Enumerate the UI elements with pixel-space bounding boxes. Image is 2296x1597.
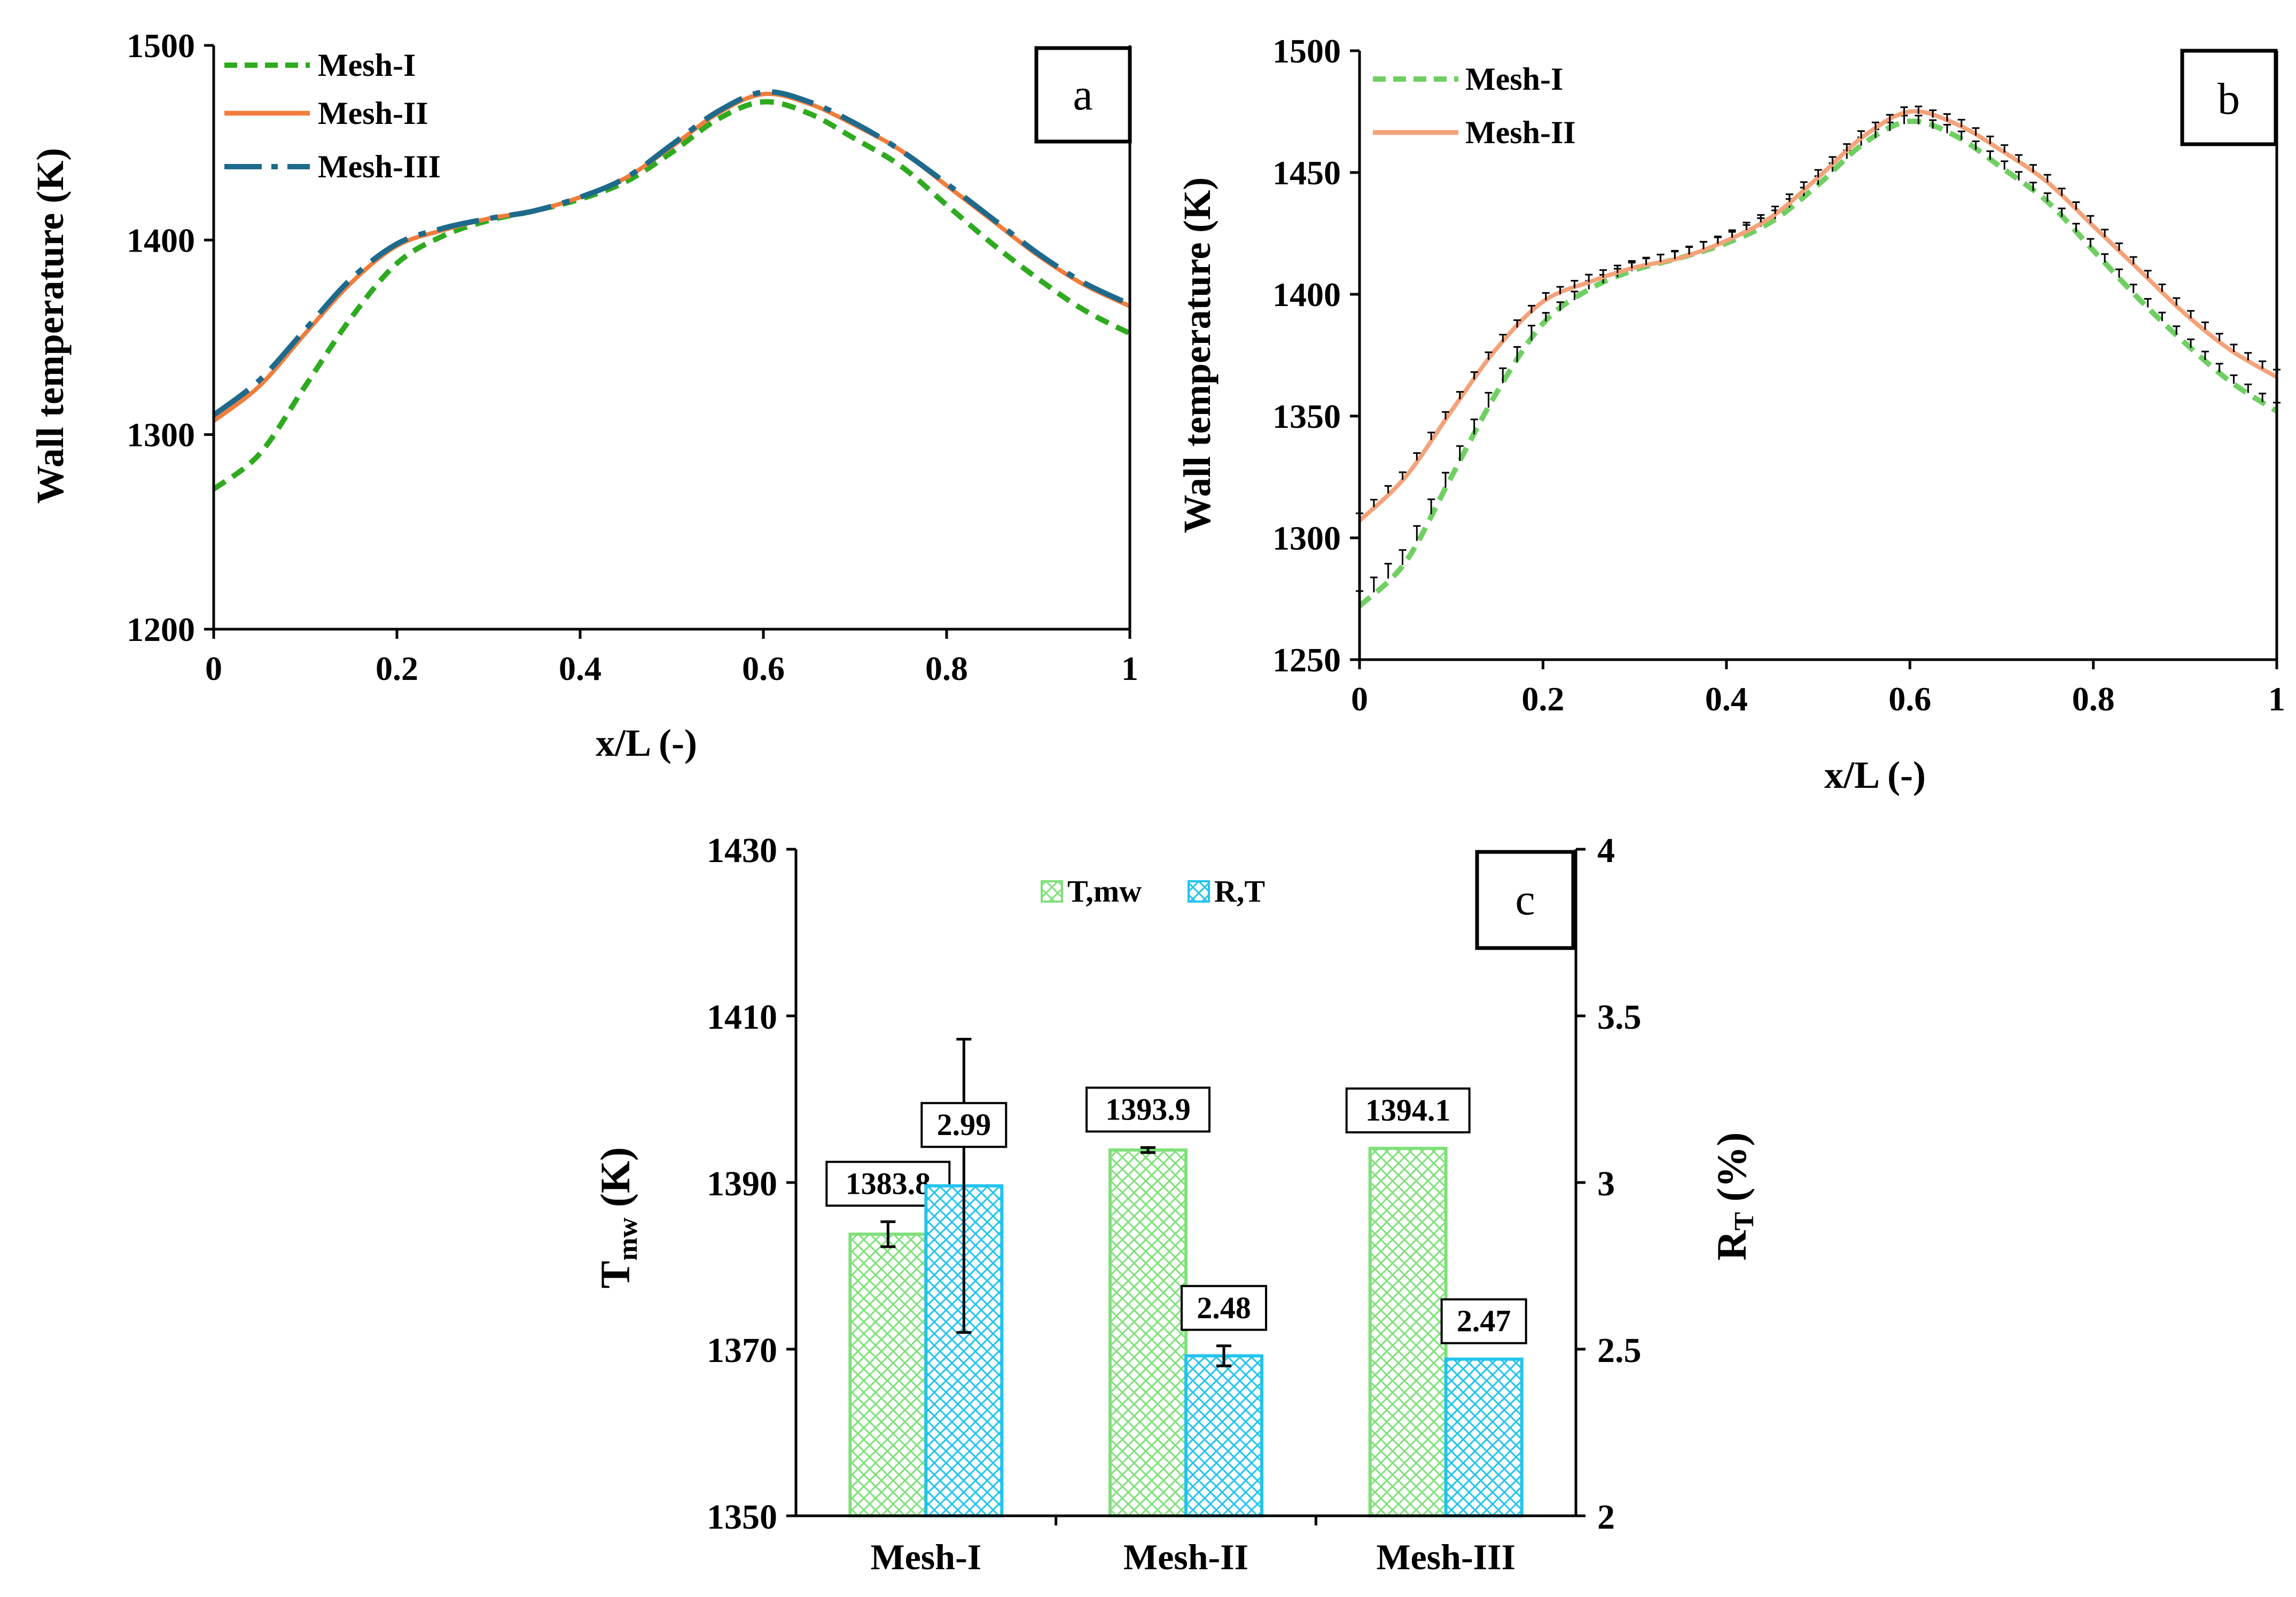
c-y-tick-label-right: 3.5 (1597, 998, 1642, 1037)
c-bar-rt (1444, 1357, 1524, 1517)
panel-c-ylabel-left: Tmw (K) (592, 1147, 643, 1288)
panel-b-lines (1356, 105, 2281, 608)
legend-c-tmw-swatch (1041, 880, 1063, 903)
panel-c-ticks: 1350 1370 1390 1410 1430 2 2.5 3 3.5 4 Mesh-I Mesh-… (707, 831, 1642, 1577)
c-bar-rt (1184, 1354, 1263, 1517)
c-data-label: 2.99 (937, 1107, 991, 1142)
legend-a-mesh3-label: Mesh-III (318, 149, 441, 184)
panel-b-ticks: 0 0.2 0.4 0.6 0.8 1 1250 1300 1350 1400 1450 1500 (1272, 32, 2285, 718)
c-data-label: 2.48 (1197, 1290, 1251, 1325)
c-category-label: Mesh-II (1123, 1537, 1248, 1577)
c-y-tick-label-left: 1350 (707, 1498, 777, 1537)
a-x-tick-label: 0.8 (925, 649, 968, 687)
b-series-mesh-ii-line (1358, 109, 2278, 522)
c-y-tick-label-left: 1430 (707, 831, 777, 870)
panel-a-ylabel: Wall temperature (K) (29, 148, 72, 504)
b-x-tick-label: 1 (2268, 680, 2285, 718)
panel-c-ylabel-right-tail: (%) (1708, 1132, 1755, 1212)
c-bar-tmw (848, 1232, 928, 1517)
panel-a-ticks: 0 0.2 0.4 0.6 0.8 1 1200 1300 1400 1500 (127, 27, 1138, 687)
c-y-tick-label-right: 2 (1597, 1498, 1615, 1537)
a-y-tick-label: 1400 (127, 221, 195, 259)
c-data-label-box (1345, 1087, 1471, 1134)
legend-a-mesh1-label: Mesh-I (318, 48, 416, 83)
c-data-label: 1383.8 (846, 1166, 931, 1201)
b-y-tick-label: 1250 (1272, 641, 1341, 679)
panel-c-ylabel-right-sub: T (1729, 1212, 1760, 1231)
a-x-tick-label: 0.2 (376, 649, 418, 687)
legend-c-rt-label: R,T (1214, 874, 1265, 909)
c-data-label-box (1181, 1285, 1267, 1331)
a-series-mesh-iii-line (212, 89, 1131, 418)
a-y-tick-label: 1200 (127, 610, 195, 648)
c-data-label-box (1085, 1086, 1211, 1133)
panel-c-ylabel-left-main: T (592, 1261, 638, 1288)
a-y-tick-label: 1300 (127, 416, 195, 454)
panel-c-ylabel-left-tail: (K) (592, 1147, 638, 1217)
legend-a-mesh2-label: Mesh-II (318, 96, 428, 131)
panel-b-ylabel: Wall temperature (K) (1176, 177, 1219, 534)
panel-c-bars: 1383.82.99 1393.9 2.48 1394.1 2.47 (825, 1038, 1527, 1518)
panel-a-label-box (1034, 46, 1132, 144)
b-y-tick-label: 1450 (1272, 154, 1341, 192)
panel-a-label: a (1073, 70, 1092, 120)
b-x-tick-label: 0.8 (2072, 680, 2115, 718)
b-y-tick-label: 1500 (1272, 32, 1341, 70)
a-x-tick-label: 0 (205, 649, 222, 687)
b-y-tick-label: 1300 (1272, 519, 1341, 557)
panel-c: Tmw (K) RT (%) 1350137013901410143022.53… (592, 831, 1760, 1577)
b-x-tick-label: 0 (1351, 680, 1368, 718)
panel-c-label: c (1515, 875, 1535, 925)
c-data-label-box (1440, 1298, 1527, 1344)
c-bar-tmw (1108, 1148, 1188, 1517)
panel-b-label-box (2180, 49, 2278, 146)
legend-b-mesh1-label: Mesh-I (1465, 61, 1563, 97)
c-category-label: Mesh-III (1376, 1537, 1516, 1577)
panel-c-ylabel-right: RT (%) (1708, 1132, 1760, 1261)
c-y-tick-label-right: 4 (1597, 831, 1615, 870)
a-x-tick-label: 0.4 (559, 649, 602, 687)
c-data-label: 1394.1 (1365, 1093, 1451, 1128)
a-x-tick-label: 1 (1121, 649, 1138, 687)
b-x-tick-label: 0.2 (1521, 680, 1564, 718)
panel-b: Wall temperature (K) x/L (-) 0 0.2 0.4 0.6 0… (1176, 32, 2285, 796)
panel-c-ylabel-right-main: R (1708, 1230, 1755, 1261)
c-y-tick-label-left: 1390 (707, 1164, 777, 1203)
c-data-label: 1393.9 (1105, 1092, 1191, 1126)
c-category-label: Mesh-I (870, 1537, 981, 1577)
panel-a: Wall temperature (K) x/L (-) 0 0.2 0.4 0.6 0… (29, 27, 1138, 764)
panel-a-xlabel: x/L (-) (596, 722, 697, 764)
c-y-tick-label-right: 3 (1597, 1164, 1615, 1203)
b-y-tick-label: 1350 (1272, 397, 1341, 435)
c-y-tick-label-left: 1410 (707, 998, 777, 1037)
c-y-tick-label-right: 2.5 (1597, 1331, 1642, 1370)
panel-b-legend: Mesh-I Mesh-II (1373, 61, 1576, 150)
legend-c-rt-swatch (1188, 880, 1210, 903)
panel-b-label: b (2217, 74, 2240, 124)
b-series-mesh-i-line (1357, 119, 2278, 608)
panel-a-legend: Mesh-I Mesh-II Mesh-III (224, 48, 441, 184)
c-data-label-box (920, 1102, 1008, 1148)
a-y-tick-label: 1500 (127, 27, 195, 65)
panel-c-label-box (1475, 850, 1575, 950)
legend-c-tmw-label: T,mw (1067, 874, 1142, 909)
panel-c-ylabel-left-sub: mw (613, 1217, 643, 1261)
panel-a-lines (212, 89, 1131, 491)
b-x-tick-label: 0.4 (1705, 680, 1748, 718)
b-y-tick-label: 1400 (1272, 276, 1341, 314)
c-data-label: 2.47 (1457, 1304, 1511, 1338)
a-series-mesh-i-line (212, 99, 1131, 491)
c-y-tick-label-left: 1370 (707, 1331, 777, 1370)
a-x-tick-label: 0.6 (742, 649, 785, 687)
c-bar-tmw (1368, 1147, 1448, 1518)
b-x-tick-label: 0.6 (1888, 680, 1931, 718)
panel-c-legend: T,mw R,T (1041, 874, 1265, 909)
panel-b-xlabel: x/L (-) (1824, 754, 1926, 796)
legend-b-mesh2-label: Mesh-II (1465, 115, 1576, 150)
